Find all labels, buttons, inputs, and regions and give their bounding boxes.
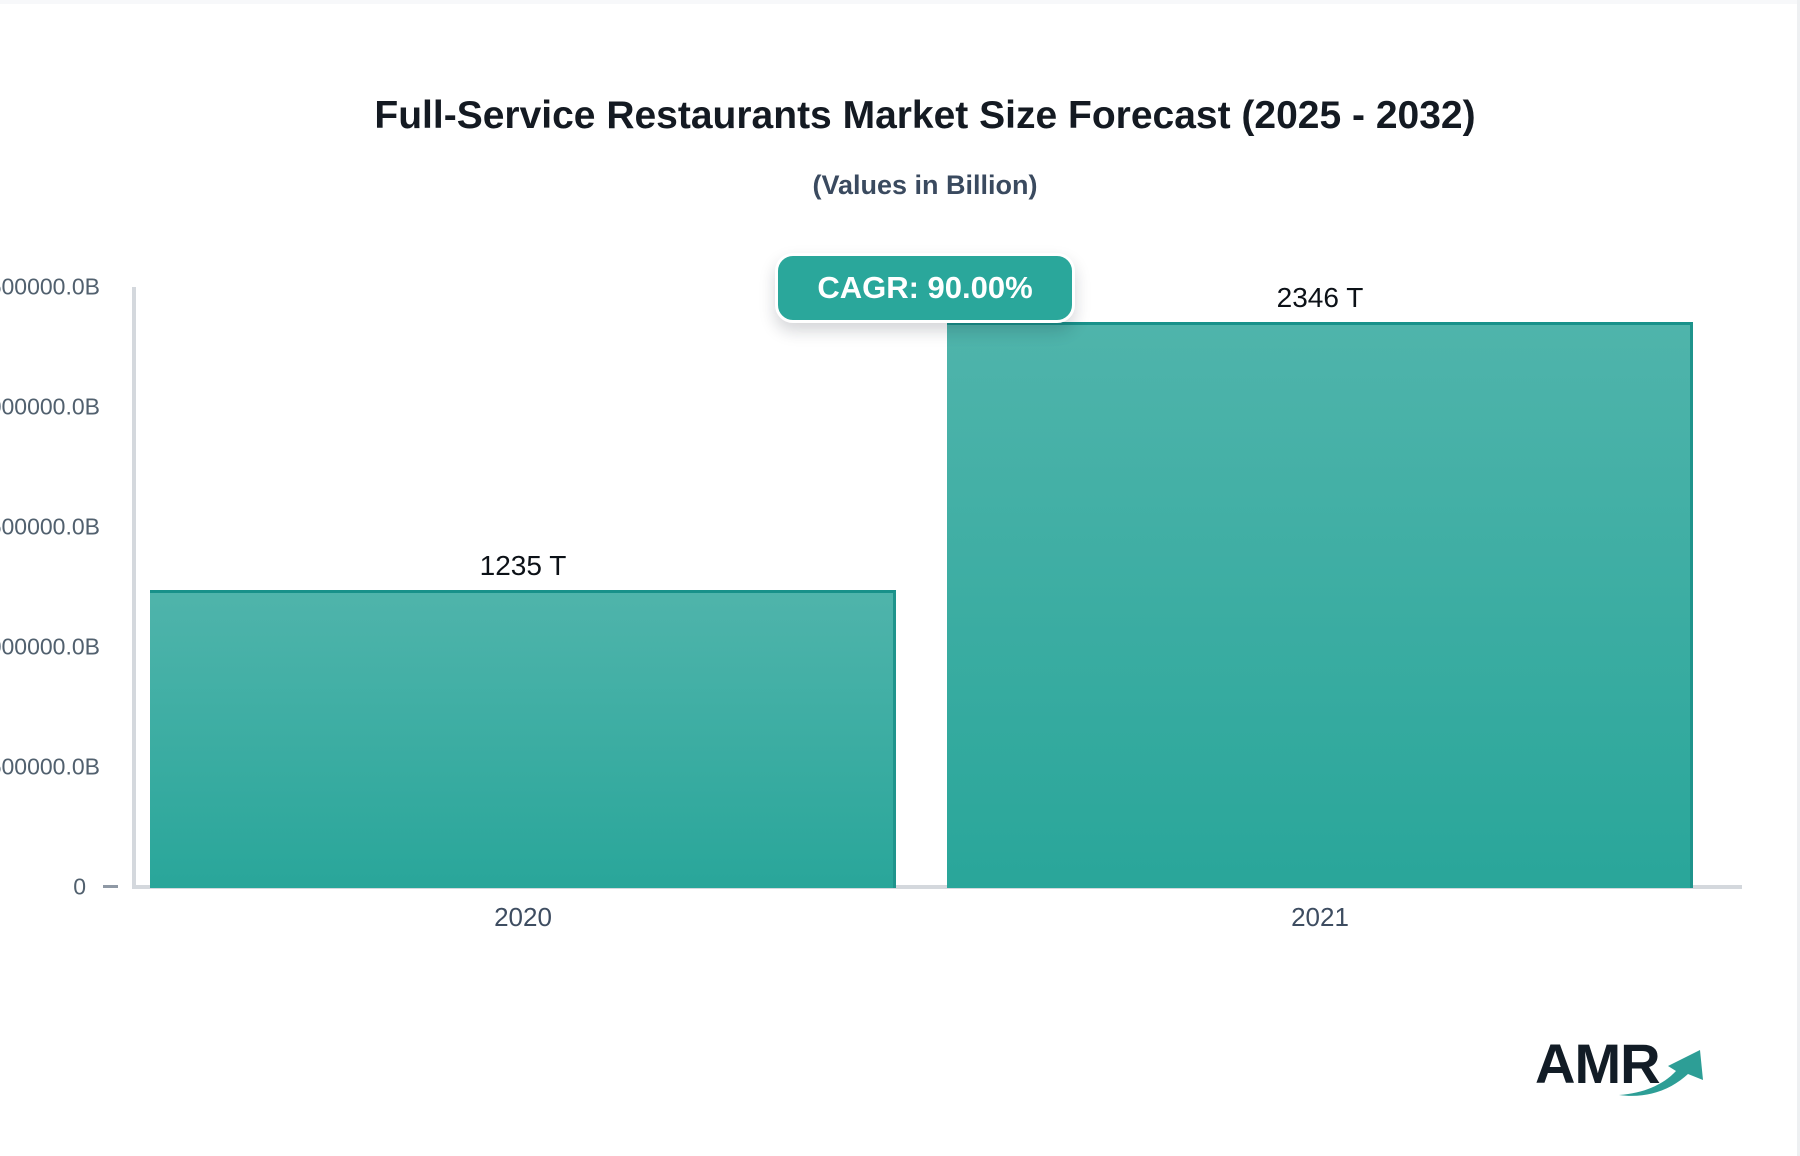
page-right-border (1797, 0, 1800, 1156)
amr-logo-text: AMR (1535, 1032, 1661, 1095)
page-top-border (0, 0, 1800, 4)
y-axis-line (132, 287, 136, 888)
y-tick-label: 1000000.0B (0, 633, 100, 660)
amr-logo: AMR (1535, 1036, 1735, 1106)
zero-tick-mark (103, 885, 118, 888)
cagr-badge: CAGR: 90.00% (775, 253, 1075, 323)
y-tick-label: 1500000.0B (0, 513, 100, 540)
y-tick-label-zero: 0 (73, 873, 86, 900)
x-category-label: 2021 (1291, 902, 1349, 932)
x-axis-line (132, 885, 1742, 889)
y-tick-label: 2500000.0B (0, 273, 100, 300)
chart-subtitle: (Values in Billion) (812, 170, 1038, 200)
bar-value-label: 2346 T (1276, 282, 1364, 313)
y-tick-label: 2000000.0B (0, 393, 100, 420)
bar-2021 (947, 322, 1693, 888)
chart-title: Full-Service Restaurants Market Size For… (374, 94, 1476, 137)
bar-value-label: 1235 T (479, 550, 567, 581)
bar-2020 (150, 590, 896, 888)
y-tick-label: 500000.0B (0, 753, 100, 780)
x-category-label: 2020 (494, 902, 552, 932)
growth-arrow-icon (1618, 1046, 1708, 1107)
